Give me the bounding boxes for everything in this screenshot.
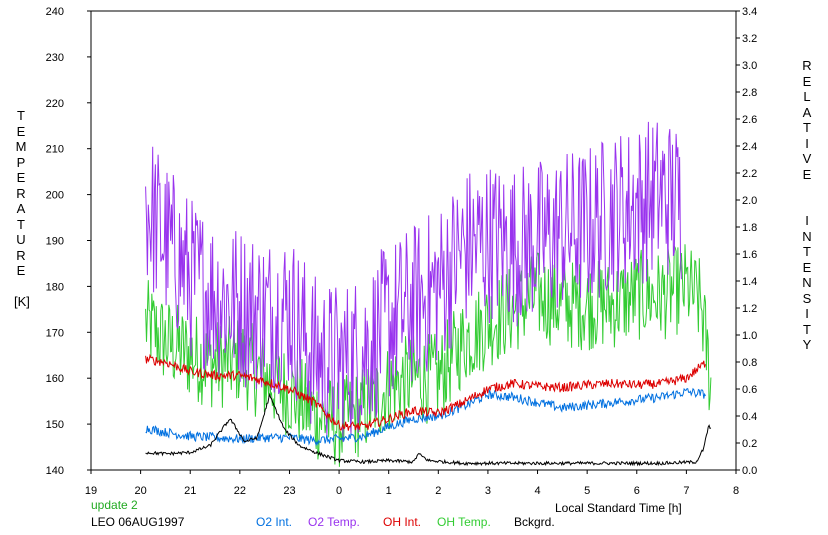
left-tick-label: 200 — [46, 190, 64, 202]
right-tick-label: 1.2 — [742, 303, 757, 315]
right-tick-label: 1.4 — [742, 276, 757, 288]
legend-oh-int: OH Int. — [383, 515, 422, 529]
right-tick-label: 3.2 — [742, 33, 757, 45]
x-tick-label: 19 — [85, 485, 97, 497]
left-tick-label: 180 — [46, 281, 64, 293]
x-tick-label: 21 — [184, 485, 196, 497]
left-axis-label: T E M P E R A T U R E [K] — [14, 108, 30, 309]
x-axis-label: Local Standard Time [h] — [555, 501, 682, 515]
legend-o2-temp: O2 Temp. — [308, 515, 360, 529]
right-tick-label: 0.6 — [742, 384, 757, 396]
right-tick-label: 3.4 — [742, 6, 757, 18]
legend-bckgrd: Bckgrd. — [514, 515, 555, 529]
series-line-o2-temp — [145, 121, 682, 442]
x-tick-label: 20 — [134, 485, 146, 497]
right-axis-label: R E L A T I V E I N T E N S I T Y — [802, 58, 812, 352]
right-tick-label: 2.4 — [742, 141, 757, 153]
x-tick-label: 1 — [386, 485, 392, 497]
legend-oh-temp: OH Temp. — [437, 515, 491, 529]
x-tick-label: 0 — [336, 485, 342, 497]
legend-o2-int: O2 Int. — [256, 515, 293, 529]
left-tick-label: 210 — [46, 144, 64, 156]
x-tick-label: 23 — [283, 485, 295, 497]
x-tick-label: 5 — [584, 485, 590, 497]
left-tick-label: 220 — [46, 98, 64, 110]
left-tick-label: 140 — [46, 465, 64, 477]
x-tick-label: 6 — [634, 485, 640, 497]
x-tick-label: 4 — [534, 485, 540, 497]
right-tick-label: 2.8 — [742, 87, 757, 99]
right-tick-label: 1.6 — [742, 249, 757, 261]
x-tick-label: 8 — [733, 485, 739, 497]
station-label: LEO 06AUG1997 — [91, 515, 185, 529]
series-line-oh-int — [145, 353, 706, 431]
series-line-o2-int — [145, 387, 706, 447]
right-tick-label: 1.0 — [742, 330, 757, 342]
right-tick-label: 0.8 — [742, 357, 757, 369]
x-tick-label: 7 — [683, 485, 689, 497]
x-tick-label: 22 — [234, 485, 246, 497]
right-tick-label: 1.8 — [742, 222, 757, 234]
right-tick-label: 2.2 — [742, 168, 757, 180]
left-tick-label: 170 — [46, 327, 64, 339]
right-tick-label: 0.2 — [742, 438, 757, 450]
left-tick-label: 150 — [46, 419, 64, 431]
left-tick-label: 230 — [46, 52, 64, 64]
left-tick-label: 240 — [46, 6, 64, 18]
x-tick-label: 3 — [485, 485, 491, 497]
ticks-layer: 1401501601701801902002102202302400.00.20… — [46, 6, 758, 497]
series-line-bckgrd — [145, 392, 712, 467]
right-tick-label: 3.0 — [742, 60, 757, 72]
x-tick-label: 2 — [435, 485, 441, 497]
right-tick-label: 2.0 — [742, 195, 757, 207]
right-tick-label: 0.0 — [742, 465, 757, 477]
right-tick-label: 2.6 — [742, 114, 757, 126]
update-label: update 2 — [91, 498, 138, 512]
left-tick-label: 190 — [46, 236, 64, 248]
left-tick-label: 160 — [46, 373, 64, 385]
right-tick-label: 0.4 — [742, 411, 757, 423]
series-layer — [145, 121, 712, 467]
